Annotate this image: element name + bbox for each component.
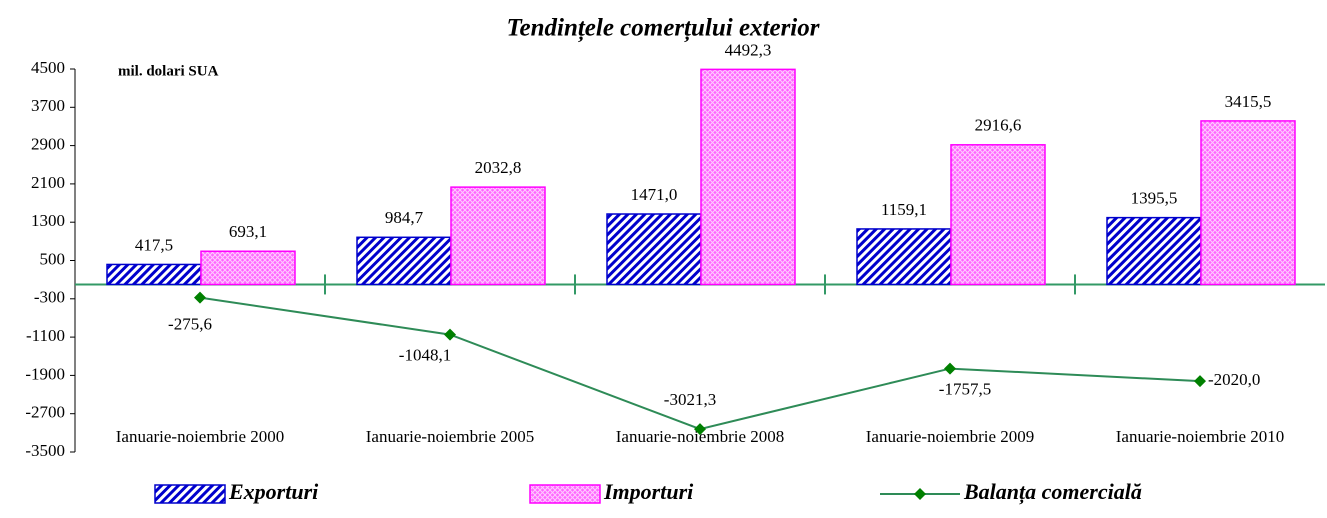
y-tick-label: 500 xyxy=(40,249,66,268)
data-label: 417,5 xyxy=(135,235,173,254)
line-marker xyxy=(194,291,206,304)
legend-marker xyxy=(914,488,926,500)
data-label: 693,1 xyxy=(229,222,267,241)
line-marker xyxy=(444,328,456,341)
y-tick-label: -2700 xyxy=(25,403,65,422)
data-label: -1757,5 xyxy=(939,379,991,398)
bar xyxy=(950,144,1046,286)
y-tick-label: 2900 xyxy=(31,135,65,154)
y-axis-label: mil. dolari SUA xyxy=(118,63,219,79)
y-tick-label: 1300 xyxy=(31,211,65,230)
data-label: 1395,5 xyxy=(1131,189,1178,208)
legend-label: Balanța comercială xyxy=(963,479,1142,505)
x-tick-label: Ianuarie-noiembrie 2000 xyxy=(116,427,285,446)
bar xyxy=(856,228,952,286)
legend-swatch xyxy=(529,484,601,504)
data-label: 2916,6 xyxy=(975,116,1022,135)
data-label: -275,6 xyxy=(168,315,212,334)
y-tick-label: 2100 xyxy=(31,173,65,192)
bar xyxy=(106,263,202,286)
x-tick-label: Ianuarie-noiembrie 2010 xyxy=(1116,427,1285,446)
data-label: -3021,3 xyxy=(664,390,716,409)
y-tick-label: -1900 xyxy=(25,364,65,383)
data-label: 2032,8 xyxy=(475,158,522,177)
x-tick-label: Ianuarie-noiembrie 2005 xyxy=(366,427,535,446)
data-label: -2020,0 xyxy=(1208,370,1260,389)
data-label: 3415,5 xyxy=(1225,92,1272,111)
y-tick-label: -1100 xyxy=(26,326,65,345)
y-tick-label: 3700 xyxy=(31,96,65,115)
line-marker xyxy=(694,423,706,436)
line-marker xyxy=(944,362,956,375)
data-label: 1471,0 xyxy=(631,185,678,204)
y-tick-label: 4500 xyxy=(31,58,65,77)
legend-swatch xyxy=(154,484,226,504)
bar xyxy=(700,68,796,286)
legend-label: Exporturi xyxy=(228,479,319,504)
bar xyxy=(200,250,296,286)
line-marker xyxy=(1194,375,1206,388)
data-label: -1048,1 xyxy=(399,346,451,365)
y-tick-label: -300 xyxy=(34,288,65,307)
bar xyxy=(356,236,452,286)
chart-title: Tendințele comerțului exterior xyxy=(507,15,820,43)
data-label: 4492,3 xyxy=(725,40,772,59)
bar xyxy=(1106,216,1202,286)
bar xyxy=(450,186,546,286)
x-tick-label: Ianuarie-noiembrie 2008 xyxy=(616,427,785,446)
x-tick-label: Ianuarie-noiembrie 2009 xyxy=(866,427,1035,446)
data-label: 1159,1 xyxy=(881,200,927,219)
y-tick-label: -3500 xyxy=(25,441,65,460)
legend-label: Importuri xyxy=(603,479,694,504)
line xyxy=(199,296,1201,431)
bar xyxy=(1200,120,1296,286)
data-label: 984,7 xyxy=(385,208,424,227)
bar xyxy=(606,213,702,286)
